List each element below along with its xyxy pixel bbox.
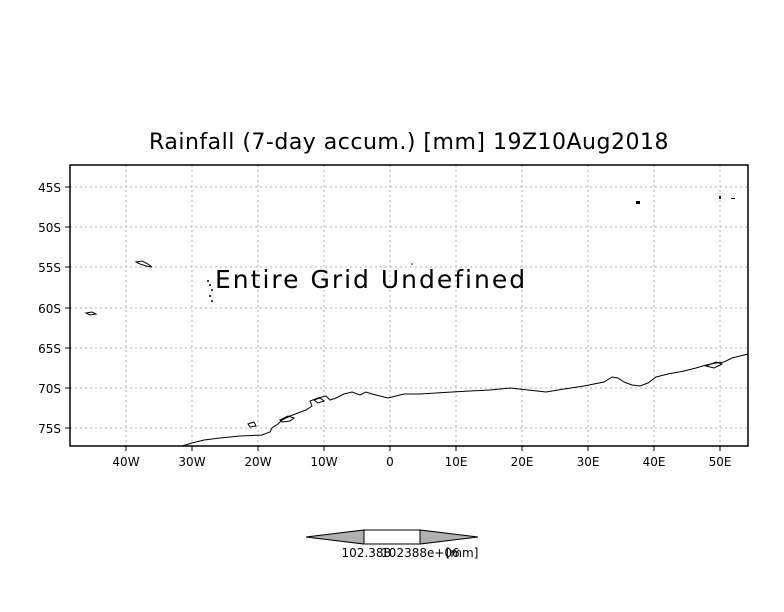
- lat-label: 75S: [38, 422, 61, 436]
- lat-label: 60S: [38, 302, 61, 316]
- colorbar-label-right: 102388e+06: [381, 546, 460, 560]
- colorbar-right-triangle: [419, 529, 479, 545]
- colorbar-unit: [mm]: [445, 546, 479, 560]
- map-gridlines: [70, 165, 748, 446]
- colorbar-label-left: 102.388: [341, 546, 392, 560]
- lon-label: 20W: [244, 455, 271, 469]
- lon-labels: 40W 30W 20W 10W 0 10E 20E 30E 40E 50E: [112, 455, 731, 469]
- islands-dots: [207, 196, 735, 302]
- undefined-grid-message: Entire Grid Undefined: [215, 265, 527, 294]
- lon-label: 30E: [577, 455, 600, 469]
- colorbar-left-triangle: [305, 529, 365, 545]
- lon-label: 10E: [445, 455, 468, 469]
- colorbar-middle-box: [363, 529, 421, 545]
- coastline: [84, 260, 749, 447]
- lon-label: 30W: [178, 455, 205, 469]
- lon-label: 20E: [511, 455, 534, 469]
- lat-labels: 45S 50S 55S 60S 65S 70S 75S: [38, 181, 61, 436]
- map-title: Rainfall (7-day accum.) [mm] 19Z10Aug201…: [149, 130, 669, 155]
- lat-label: 45S: [38, 181, 61, 195]
- lon-label: 50E: [709, 455, 732, 469]
- lon-label: 0: [386, 455, 394, 469]
- map-frame: [69, 164, 749, 447]
- axis-ticks: [65, 186, 721, 451]
- lat-label: 55S: [38, 261, 61, 275]
- lat-label: 70S: [38, 382, 61, 396]
- lon-label: 40E: [643, 455, 666, 469]
- lon-label: 40W: [112, 455, 139, 469]
- lat-label: 65S: [38, 342, 61, 356]
- lon-label: 10W: [310, 455, 337, 469]
- colorbar: [305, 529, 479, 545]
- lat-label: 50S: [38, 221, 61, 235]
- colorbar-labels: 102.388102388e+06[mm]: [310, 546, 510, 560]
